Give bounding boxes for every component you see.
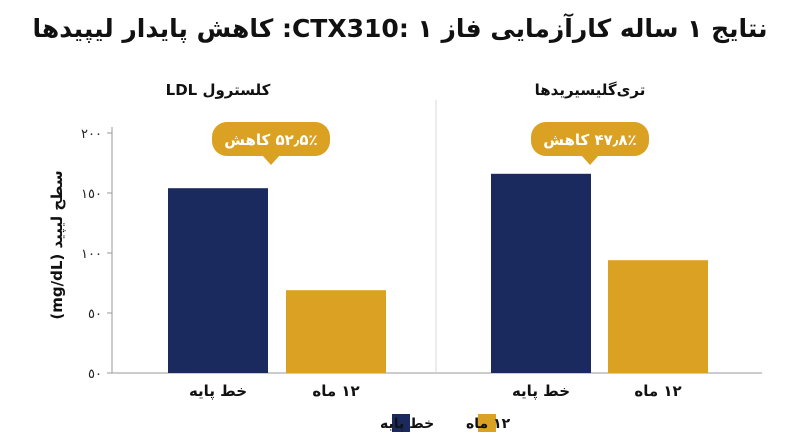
category-label: خط پایه [512, 382, 570, 401]
bar-2-2 [608, 260, 708, 373]
callout-bubble [531, 122, 649, 156]
category-label: خط پایه [189, 382, 247, 401]
y-tick-label: ٥٠ [88, 367, 102, 382]
legend-label: خط پایه [380, 416, 434, 432]
y-axis-label: سطح لیپید (mg/dL) [48, 170, 67, 319]
panel-subtitle: تری‌گلیسیریدها [535, 81, 646, 99]
chart-title: نتایج ۱ ساله کارآزمایی فاز ۱ :CTX310: کا… [32, 14, 768, 43]
callout-bubble [212, 122, 330, 156]
y-tick-label: ١٥٠ [81, 187, 102, 202]
callout-pointer [262, 155, 280, 165]
legend-label: ۱۲ ماه [466, 416, 511, 432]
y-tick-label: ٢٠٠ [81, 127, 102, 142]
y-tick-label: ١٠٠ [81, 247, 102, 262]
y-tick-label: ٥٠ [88, 307, 102, 322]
callout-pointer [581, 155, 599, 165]
callout-label: ۵۲٫۵٪ کاهش [224, 131, 317, 149]
panel-subtitle: کلسترول LDL [166, 81, 271, 99]
legend-swatch [392, 414, 410, 432]
category-label: ۱۲ ماه [312, 382, 359, 400]
bar-1-1 [168, 188, 268, 373]
legend-swatch [478, 414, 496, 432]
bar-2-1 [491, 173, 591, 373]
bar-1-2 [286, 290, 386, 373]
callout-label: ۴۷٫۸٪ کاهش [543, 131, 636, 149]
category-label: ۱۲ ماه [634, 382, 681, 400]
